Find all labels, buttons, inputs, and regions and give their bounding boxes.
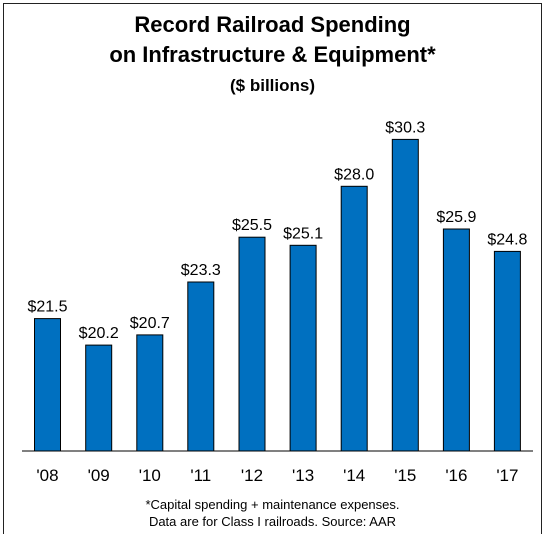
chart-title-line2: on Infrastructure & Equipment* [109,42,436,67]
data-label-5: $25.1 [283,225,323,242]
x-tick-label-3: '11 [190,466,211,485]
data-label-6: $28.0 [334,166,374,183]
x-tick-label-1: '09 [88,466,110,485]
bar-5 [289,244,317,452]
bar-2 [136,334,164,452]
chart-subtitle: ($ billions) [230,76,315,95]
data-label-1: $20.2 [79,325,119,342]
x-tick-label-6: '14 [343,466,365,485]
x-tick-label-8: '16 [445,466,467,485]
bar-7 [391,138,419,452]
x-tick-label-9: '17 [496,466,518,485]
chart-title: Record Railroad Spending [134,12,411,37]
data-label-7: $30.3 [385,119,425,136]
x-tick-label-2: '10 [139,466,161,485]
bar-8 [442,228,470,452]
bar-6 [340,185,368,452]
bar-1 [85,344,113,452]
bar-3 [187,281,215,452]
data-label-0: $21.5 [27,299,67,316]
x-tick-label-7: '15 [394,466,416,485]
footnote-line2: Data are for Class I railroads. Source: … [148,514,397,529]
bar-9 [493,250,521,452]
x-tick-label-4: '12 [241,466,263,485]
data-label-9: $24.8 [487,231,527,248]
x-tick-label-5: '13 [292,466,314,485]
x-tick-label-0: '08 [36,466,58,485]
data-label-2: $20.7 [130,315,170,332]
data-label-8: $25.9 [436,209,476,226]
bar-0 [34,318,61,452]
footnote-line1: *Capital spending + maintenance expenses… [145,497,400,512]
data-label-4: $25.5 [232,217,272,234]
bar-4 [238,236,266,452]
data-label-3: $23.3 [181,262,221,279]
